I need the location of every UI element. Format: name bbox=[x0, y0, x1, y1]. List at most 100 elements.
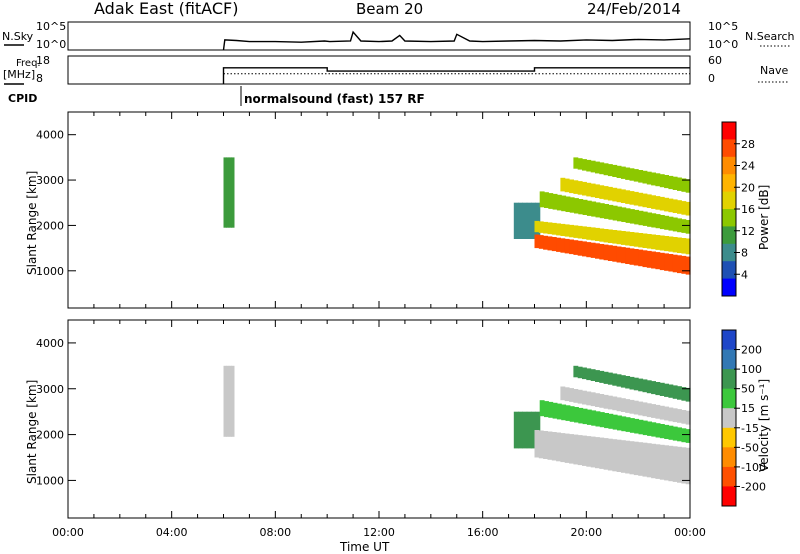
heatmap-cell-region-4 bbox=[677, 409, 682, 423]
freq-panel-frame bbox=[67, 55, 691, 85]
heatmap-cell-region-2 bbox=[577, 240, 583, 256]
heatmap-cell-region-2 bbox=[646, 443, 652, 478]
heatmap-cell-region-4 bbox=[625, 208, 631, 223]
heatmap-cell-region-4 bbox=[625, 399, 631, 413]
heatmap-cell-region-5 bbox=[564, 178, 570, 193]
heatmap-cell-region-4 bbox=[582, 390, 587, 405]
heatmap-cell-region-4 bbox=[633, 400, 639, 415]
heatmap-cell-region-3 bbox=[672, 237, 678, 253]
heatmap-cell-region-5 bbox=[633, 191, 639, 206]
cpid-label: CPID bbox=[8, 92, 37, 105]
heatmap-cell-region-3 bbox=[574, 407, 579, 423]
heatmap-cell-region-4 bbox=[651, 213, 657, 228]
heatmap-cell-region-2 bbox=[556, 432, 561, 462]
colorbar-tick-label: 15 bbox=[741, 402, 755, 415]
heatmap-cell-region-5 bbox=[625, 376, 631, 389]
colorbar-swatch bbox=[722, 122, 736, 140]
heatmap-cell-region-2 bbox=[677, 446, 682, 483]
heatmap-cell-region-6 bbox=[582, 159, 587, 171]
heatmap-cell-region-3 bbox=[612, 230, 618, 244]
heatmap-cell-region-2 bbox=[664, 253, 669, 271]
heatmap-cell-region-6 bbox=[573, 157, 579, 169]
heatmap-cell-region-5 bbox=[685, 387, 691, 402]
heatmap-cell-region-4 bbox=[560, 386, 566, 401]
y-tick-label: 3000 bbox=[36, 174, 64, 187]
series-line-nsky bbox=[222, 30, 691, 51]
x-axis-label: Time UT bbox=[339, 540, 390, 554]
heatmap-cell-region-2 bbox=[633, 441, 639, 476]
heatmap-cell-region-4 bbox=[548, 193, 554, 209]
heatmap-cell-region-1 bbox=[531, 411, 536, 449]
heatmap-cell-region-5 bbox=[607, 186, 613, 201]
heatmap-cell-region-2 bbox=[681, 447, 687, 484]
freq-left-label: Freq. bbox=[16, 58, 41, 69]
heatmap-cell-region-2 bbox=[582, 435, 587, 466]
heatmap-cell-region-3 bbox=[608, 413, 614, 429]
heatmap-cell-region-6 bbox=[651, 172, 656, 186]
heatmap-cell-region-2 bbox=[534, 430, 540, 458]
heatmap-cell-region-4 bbox=[607, 395, 613, 410]
heatmap-cell-region-3 bbox=[607, 229, 613, 243]
heatmap-cell-region-3 bbox=[677, 237, 682, 253]
heatmap-cell-region-3 bbox=[638, 233, 644, 248]
heatmap-cell-region-2 bbox=[638, 442, 644, 476]
heatmap-cell-region-3 bbox=[577, 225, 583, 239]
heatmap-cell-region-3 bbox=[685, 238, 691, 255]
heatmap-cell-region-2 bbox=[538, 235, 544, 249]
heatmap-cell-region-2 bbox=[651, 443, 656, 479]
heatmap-cell-region-0 bbox=[228, 157, 232, 228]
heatmap-cell-region-3 bbox=[569, 224, 574, 238]
heatmap-cell-region-2 bbox=[642, 442, 648, 477]
heatmap-cell-region-4 bbox=[586, 391, 592, 406]
heatmap-cell-region-2 bbox=[551, 237, 557, 252]
heatmap-cell-region-4 bbox=[659, 215, 665, 230]
heatmap-cell-region-5 bbox=[651, 195, 656, 209]
heatmap-cell-region-5 bbox=[638, 192, 644, 207]
heatmap-cell-region-2 bbox=[599, 244, 605, 260]
x-tick-label: 08:00 bbox=[259, 526, 291, 539]
heatmap-cell-region-2 bbox=[677, 255, 682, 274]
heatmap-cell-region-4 bbox=[617, 206, 622, 222]
heatmap-cell-region-2 bbox=[685, 256, 691, 275]
heatmap-cell-region-3 bbox=[664, 236, 669, 252]
heatmap-cell-region-4 bbox=[659, 405, 665, 420]
heatmap-cell-region-2 bbox=[543, 431, 548, 459]
heatmap-cell-region-2 bbox=[659, 252, 665, 271]
heatmap-cell-region-4 bbox=[685, 410, 691, 425]
heatmap-cell-region-5 bbox=[642, 379, 648, 393]
heatmap-cell-region-3 bbox=[586, 409, 592, 425]
heatmap-cell-region-2 bbox=[599, 437, 605, 469]
heatmap-cell-region-5 bbox=[603, 371, 609, 384]
heatmap-cell-region-3 bbox=[556, 223, 561, 236]
velocity-axis-ticks: 1000 2000 3000 4000 bbox=[36, 320, 691, 518]
heatmap-cell-region-5 bbox=[573, 180, 579, 194]
heatmap-cell-region-6 bbox=[586, 159, 592, 172]
heatmap-cell-region-4 bbox=[565, 196, 571, 212]
heatmap-cell-region-4 bbox=[544, 192, 549, 208]
heatmap-cell-region-5 bbox=[677, 200, 682, 214]
power-heatmap-data bbox=[223, 157, 691, 275]
heatmap-cell-region-4 bbox=[577, 389, 583, 404]
heatmap-cell-region-4 bbox=[647, 212, 652, 227]
heatmap-cell-region-3 bbox=[634, 418, 640, 434]
heatmap-cell-region-3 bbox=[548, 401, 554, 418]
heatmap-cell-region-5 bbox=[668, 384, 674, 398]
heatmap-cell-region-6 bbox=[603, 163, 609, 176]
x-tick-label: 00:00 bbox=[52, 526, 84, 539]
heatmap-cell-region-3 bbox=[595, 227, 600, 241]
freq-left-tick-bottom: 8 bbox=[36, 72, 43, 85]
heatmap-cell-region-2 bbox=[590, 242, 596, 258]
heatmap-cell-region-3 bbox=[681, 428, 687, 443]
colorbar-tick-label: 8 bbox=[741, 247, 748, 260]
heatmap-cell-region-4 bbox=[621, 207, 627, 222]
heatmap-cell-region-4 bbox=[677, 218, 682, 233]
power-y-label: Slant Range [km] bbox=[25, 171, 39, 275]
heatmap-cell-region-2 bbox=[625, 440, 631, 474]
freq-right-label: Nave bbox=[760, 64, 788, 77]
colorbar-tick-label: 200 bbox=[741, 344, 762, 357]
heatmap-cell-region-5 bbox=[620, 189, 626, 203]
colorbar-tick-label: -100 bbox=[741, 461, 766, 474]
heatmap-cell-region-5 bbox=[681, 387, 687, 401]
heatmap-cell-region-4 bbox=[603, 394, 609, 409]
heatmap-cell-region-4 bbox=[685, 220, 691, 234]
